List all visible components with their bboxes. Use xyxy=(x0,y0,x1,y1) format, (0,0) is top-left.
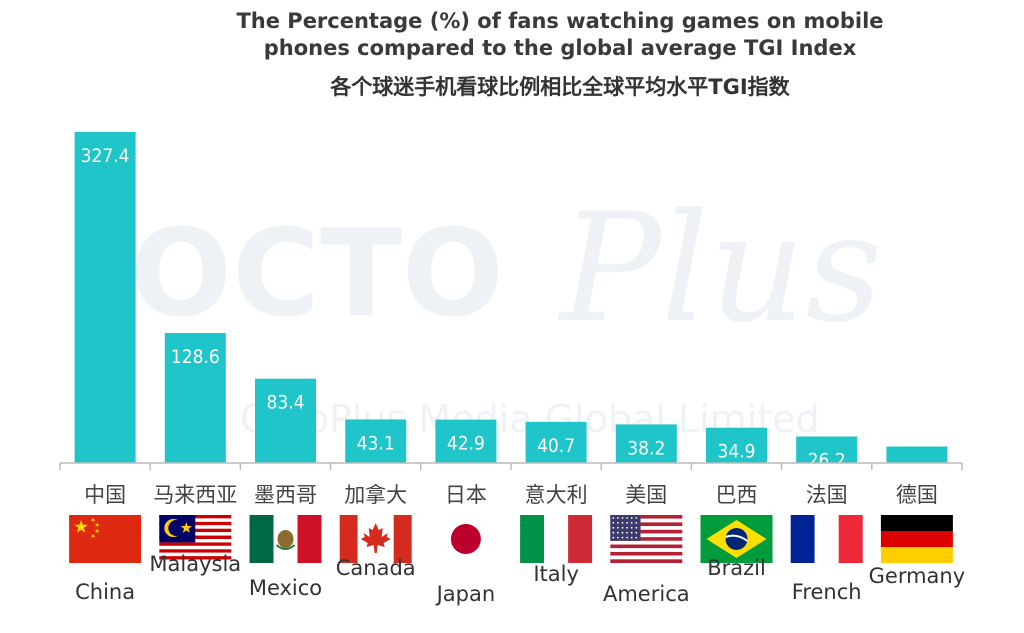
category-label: 墨西哥 xyxy=(254,483,317,507)
usa-flag xyxy=(610,515,683,563)
bar xyxy=(345,419,407,463)
english-label: French xyxy=(792,580,862,604)
category-label: 意大利 xyxy=(525,483,588,507)
bar-value-label: 34.9 xyxy=(717,441,755,463)
china-flag xyxy=(69,515,142,563)
chart-title-line-1: The Percentage (%) of fans watching game… xyxy=(236,9,884,33)
italy-flag xyxy=(520,515,593,563)
bar-value-label: 42.9 xyxy=(447,433,485,455)
category-label: 日本 xyxy=(445,483,487,507)
france-flag xyxy=(790,515,863,563)
english-label: Germany xyxy=(869,564,966,588)
bar xyxy=(255,378,316,463)
flags-group xyxy=(69,515,953,563)
category-label: 法国 xyxy=(806,483,848,507)
english-label: Italy xyxy=(533,562,579,586)
bar xyxy=(886,446,948,463)
english-label: Japan xyxy=(435,582,496,606)
category-label: 德国 xyxy=(896,483,938,507)
bar-value-label: 43.1 xyxy=(357,432,395,454)
germany-flag xyxy=(880,515,953,563)
bar xyxy=(435,419,497,463)
chart-title-chinese: 各个球迷手机看球比例相比全球平均水平TGI指数 xyxy=(330,75,790,99)
english-label: Brazil xyxy=(707,556,766,580)
bar-value-label: 40.7 xyxy=(537,435,575,457)
english-label: Mexico xyxy=(249,576,322,600)
category-label: 美国 xyxy=(625,483,667,507)
bar xyxy=(74,132,136,463)
bar-value-label: 83.4 xyxy=(266,392,304,414)
malaysia-flag xyxy=(159,515,232,563)
bar xyxy=(164,332,226,463)
watermark: OCTO Plus OctoPlus Media Global Limited xyxy=(130,182,883,441)
bar-value-label: 26.2 xyxy=(808,450,846,472)
x-axis-ticks xyxy=(59,463,963,470)
brazil-flag xyxy=(700,515,773,563)
category-labels-group: 中国 马来西亚 墨西哥 加拿大 日本 意大利 美国 巴西 法国 德国 xyxy=(84,483,938,507)
mexico-flag xyxy=(249,515,322,563)
english-label: Canada xyxy=(336,556,416,580)
bar xyxy=(796,436,858,463)
chart-title-line-2: phones compared to the global average TG… xyxy=(263,36,857,60)
english-label: America xyxy=(603,582,690,606)
bar-value-label: 128.6 xyxy=(171,346,220,368)
english-labels-group: China Malaysia Mexico Canada Japan Italy Ameri… xyxy=(75,552,965,606)
english-label: Malaysia xyxy=(149,552,241,576)
category-label: 加拿大 xyxy=(344,483,407,507)
japan-flag xyxy=(429,515,502,563)
bar xyxy=(706,427,767,463)
category-label: 巴西 xyxy=(716,483,758,507)
bar xyxy=(615,424,677,463)
bar xyxy=(525,421,587,463)
category-label: 中国 xyxy=(84,483,126,507)
watermark-logo-text: OCTO xyxy=(130,205,504,344)
watermark-logo-script: Plus xyxy=(557,182,883,356)
bars-group: 327.4 128.6 83.4 43.1 42.9 40.7 38.2 34.9 26.2 16… xyxy=(74,132,948,482)
bar-value-label: 38.2 xyxy=(627,437,665,459)
category-label: 马来西亚 xyxy=(153,483,237,507)
bar-value-label: 16.3 xyxy=(898,460,936,482)
english-label: China xyxy=(75,580,135,604)
canada-flag xyxy=(339,515,412,563)
bar-value-label: 327.4 xyxy=(81,145,130,167)
